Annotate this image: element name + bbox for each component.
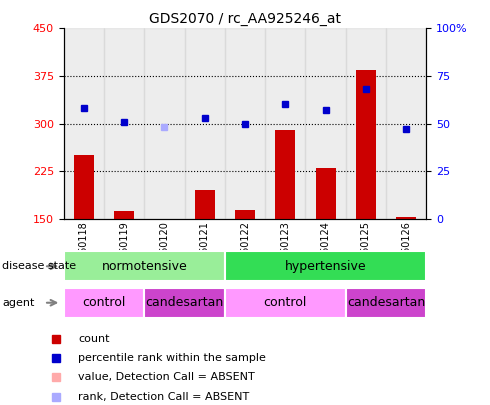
Bar	[225, 288, 346, 318]
Bar	[235, 211, 255, 219]
Bar	[114, 211, 134, 219]
Text: percentile rank within the sample: percentile rank within the sample	[78, 353, 266, 363]
Text: control: control	[82, 296, 125, 309]
Bar	[356, 70, 376, 219]
Bar	[275, 130, 295, 219]
Bar	[64, 251, 225, 281]
Text: hypertensive: hypertensive	[285, 260, 367, 273]
Text: agent: agent	[2, 298, 35, 308]
Bar	[64, 288, 144, 318]
Bar	[225, 251, 426, 281]
Bar	[346, 288, 426, 318]
Bar	[386, 28, 426, 219]
Bar	[64, 28, 104, 219]
Bar	[74, 155, 94, 219]
Bar	[104, 28, 144, 219]
Bar	[144, 28, 185, 219]
Bar	[185, 28, 225, 219]
Bar	[195, 190, 215, 219]
Text: candesartan: candesartan	[347, 296, 425, 309]
Text: disease state: disease state	[2, 261, 76, 271]
Text: value, Detection Call = ABSENT: value, Detection Call = ABSENT	[78, 373, 255, 382]
Bar	[316, 168, 336, 219]
Bar	[225, 28, 265, 219]
Text: normotensive: normotensive	[101, 260, 187, 273]
Bar	[396, 217, 416, 219]
Bar	[305, 28, 346, 219]
Text: GDS2070 / rc_AA925246_at: GDS2070 / rc_AA925246_at	[149, 12, 341, 26]
Bar	[265, 28, 305, 219]
Text: candesartan: candesartan	[146, 296, 224, 309]
Text: rank, Detection Call = ABSENT: rank, Detection Call = ABSENT	[78, 392, 249, 402]
Bar	[144, 288, 225, 318]
Bar	[346, 28, 386, 219]
Text: count: count	[78, 334, 109, 343]
Text: control: control	[264, 296, 307, 309]
